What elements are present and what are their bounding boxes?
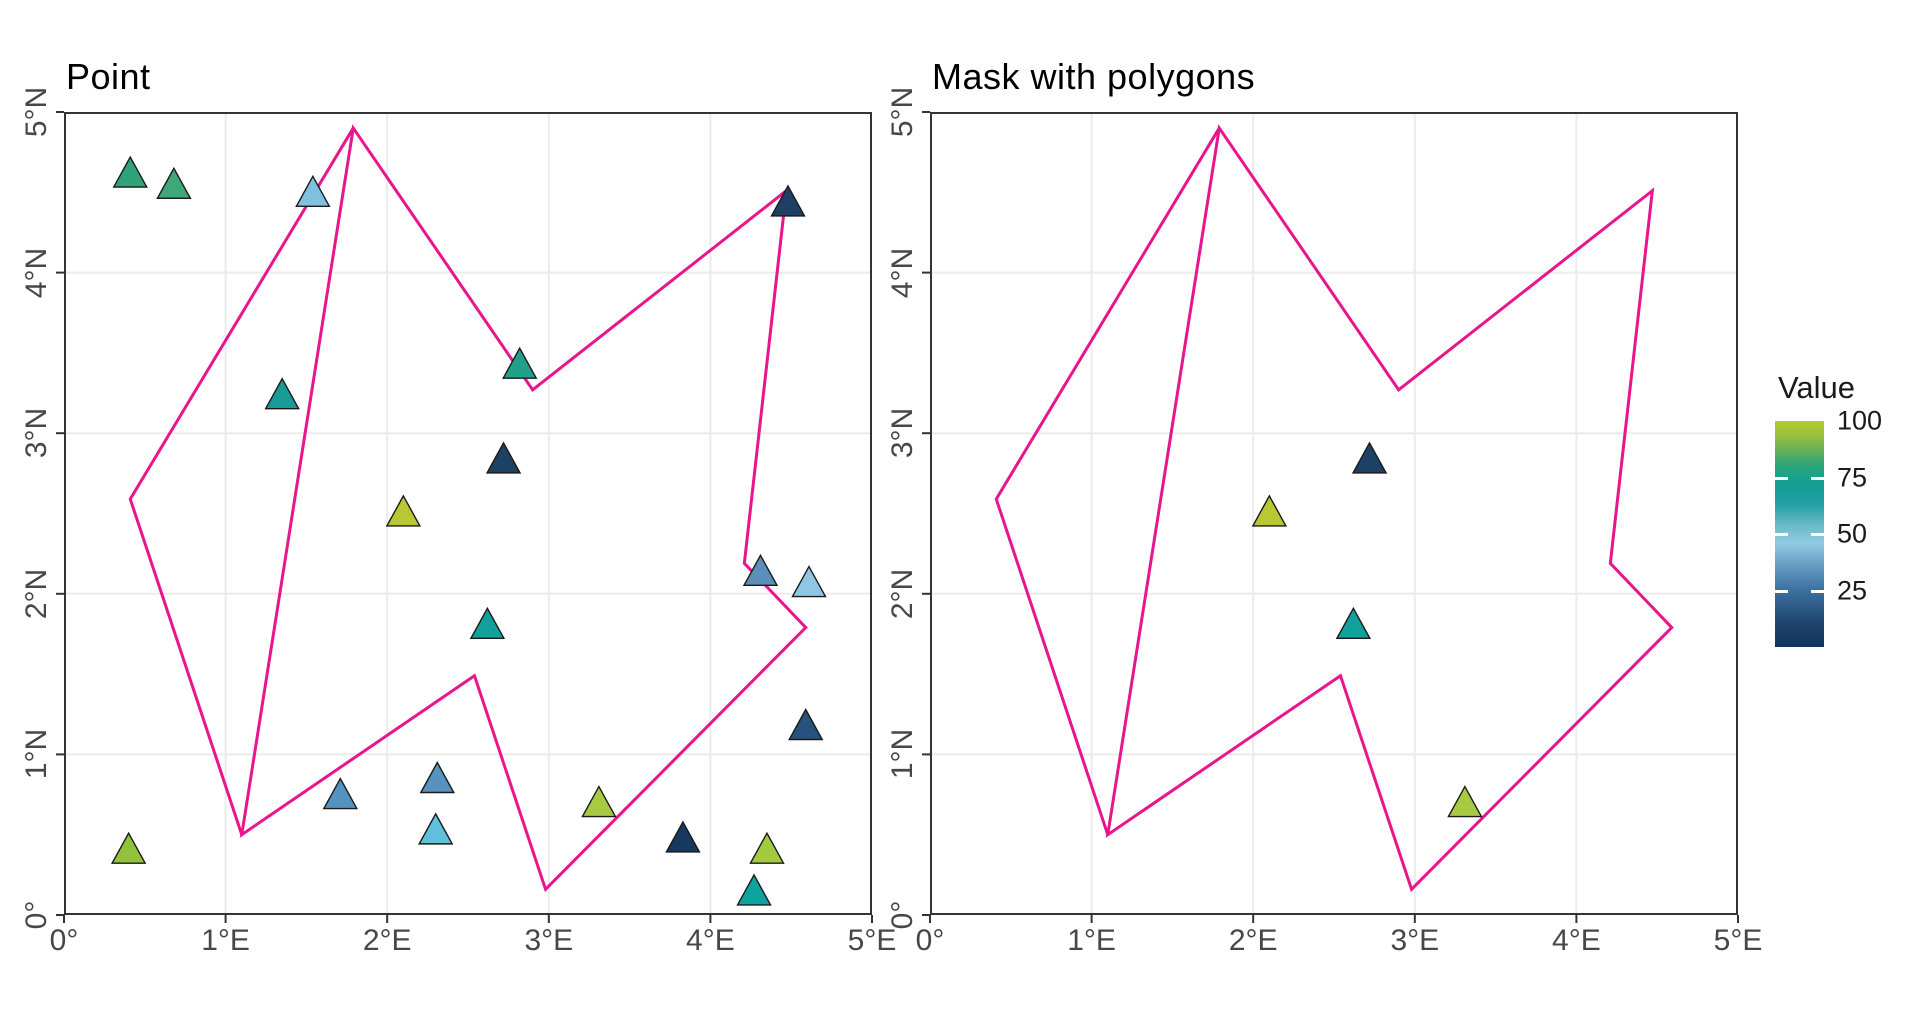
x-tick-label: 0° [915, 924, 945, 957]
data-point-triangle [1351, 441, 1388, 474]
data-point-triangle [1251, 494, 1288, 527]
y-tick-label: 0° [886, 900, 919, 930]
data-point-triangle [419, 761, 455, 794]
data-point-triangle [469, 606, 506, 640]
data-point-triangle [110, 831, 147, 864]
x-tick-label: 0° [49, 924, 79, 957]
data-point-triangle [156, 166, 192, 199]
legend-bar-tick-mark [1811, 476, 1824, 480]
data-point-triangle [1335, 606, 1372, 640]
data-point-triangle [1447, 785, 1483, 818]
legend-bar-tick-mark [1811, 533, 1824, 536]
data-point-triangle [385, 494, 422, 527]
y-tick-label: 1°N [886, 729, 919, 780]
data-point-triangle [736, 873, 772, 906]
panel-border [64, 112, 872, 915]
panel-title-point: Point [66, 56, 151, 97]
x-tick-label: 3°E [524, 924, 574, 957]
x-tick-label: 4°E [1552, 924, 1601, 957]
mask-polygon-outline [239, 124, 808, 893]
data-point-triangle [742, 553, 779, 587]
x-tick-label: 2°E [362, 924, 412, 957]
legend-value-label: 25 [1837, 575, 1868, 605]
legend-value-label: 75 [1837, 462, 1868, 492]
legend-bar-tick-mark [1811, 589, 1824, 593]
x-tick-label: 2°E [1228, 924, 1278, 957]
y-tick-label: 3°N [20, 408, 53, 459]
panel-plot-area [56, 111, 873, 923]
legend-bar-tick-mark [1775, 589, 1788, 593]
panel-border [930, 112, 1738, 915]
data-point-triangle [791, 565, 827, 598]
x-tick-label: 5°E [1713, 924, 1763, 957]
data-point-triangle [502, 346, 538, 379]
x-tick-label: 1°E [1067, 924, 1116, 957]
y-tick-label: 0° [20, 900, 53, 930]
data-point-triangle [770, 184, 806, 217]
map-panel-point [56, 111, 873, 923]
y-tick-label: 2°N [20, 568, 53, 619]
data-point-triangle [788, 708, 824, 741]
data-point-triangle [485, 441, 522, 474]
data-point-triangle [749, 831, 785, 864]
y-tick-label: 3°N [886, 408, 919, 459]
legend-colorbar [1775, 421, 1824, 647]
legend-bar-tick-mark [1775, 533, 1788, 536]
data-point-triangle [112, 155, 148, 188]
y-tick-label: 1°N [20, 729, 53, 780]
y-tick-label: 5°N [886, 86, 919, 138]
data-point-triangle [417, 812, 454, 845]
mask-polygon-outline [1105, 124, 1674, 893]
data-point-triangle [581, 785, 617, 818]
y-tick-label: 4°N [20, 247, 53, 298]
y-tick-label: 5°N [20, 86, 53, 138]
data-point-triangle [322, 777, 359, 810]
legend-title: Value [1778, 370, 1855, 405]
panel-title-mask-with-polygons: Mask with polygons [932, 56, 1256, 97]
y-tick-label: 4°N [886, 247, 919, 298]
y-tick-label: 2°N [886, 568, 919, 619]
legend-bar-tick-mark [1775, 476, 1788, 480]
legend-value-label: 50 [1837, 518, 1868, 549]
x-tick-label: 3°E [1390, 924, 1440, 957]
x-tick-label: 5°E [847, 924, 897, 957]
data-point-triangle [264, 377, 300, 410]
mask-polygon-outline [128, 127, 355, 836]
legend-value-label: 100 [1837, 405, 1883, 436]
panel-plot-area [922, 111, 1739, 923]
data-point-triangle [295, 174, 331, 207]
mask-polygon-outline [994, 127, 1221, 836]
x-tick-label: 1°E [201, 924, 250, 957]
map-panel-mask [922, 111, 1739, 923]
data-point-triangle [665, 820, 701, 853]
x-tick-label: 4°E [686, 924, 735, 957]
